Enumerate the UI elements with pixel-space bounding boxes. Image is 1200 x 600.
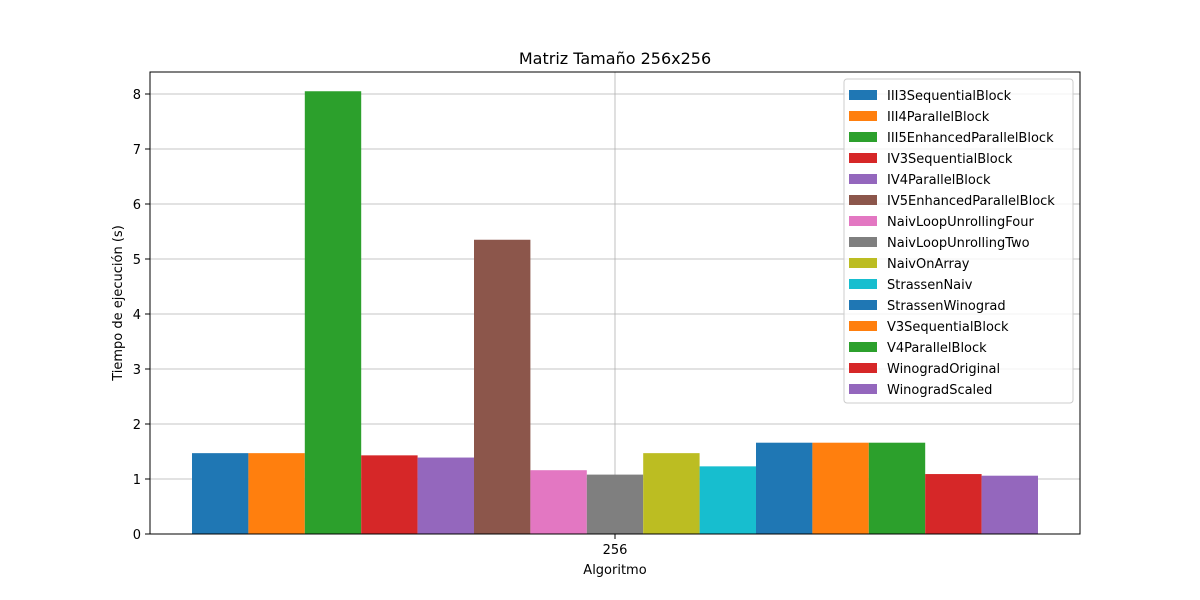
x-axis-label: Algoritmo bbox=[583, 563, 646, 578]
legend-label: V4ParallelBlock bbox=[887, 341, 987, 356]
legend-swatch bbox=[849, 237, 877, 247]
legend-label: IV4ParallelBlock bbox=[887, 173, 991, 188]
x-tick-label: 256 bbox=[603, 543, 628, 558]
y-tick-label: 2 bbox=[133, 418, 141, 433]
legend-label: III3SequentialBlock bbox=[887, 89, 1012, 104]
bar-iv5enhancedparallelblock bbox=[474, 239, 531, 534]
x-axis: 256 bbox=[603, 534, 628, 558]
y-axis: 0 1 2 3 4 5 6 7 8 bbox=[133, 88, 150, 543]
legend-label: StrassenNaiv bbox=[887, 278, 973, 293]
legend-swatch bbox=[849, 342, 877, 352]
y-tick-label: 8 bbox=[133, 88, 141, 103]
bar-winogradoriginal bbox=[925, 474, 982, 534]
legend-label: NaivLoopUnrollingTwo bbox=[887, 236, 1030, 251]
legend-swatch bbox=[849, 111, 877, 121]
y-tick-label: 5 bbox=[133, 253, 141, 268]
legend-label: V3SequentialBlock bbox=[887, 320, 1009, 335]
legend-swatch bbox=[849, 174, 877, 184]
legend-swatch bbox=[849, 321, 877, 331]
bar-naivonarray bbox=[643, 453, 700, 534]
y-tick-label: 3 bbox=[133, 363, 141, 378]
bar-iii3sequentialblock bbox=[192, 453, 249, 534]
legend-label: IV5EnhancedParallelBlock bbox=[887, 194, 1055, 209]
bar-iv3sequentialblock bbox=[361, 455, 418, 534]
legend-swatch bbox=[849, 90, 877, 100]
legend-swatch bbox=[849, 195, 877, 205]
legend-box bbox=[843, 78, 1074, 404]
bar-strassennaiv bbox=[699, 466, 756, 534]
legend-label: III4ParallelBlock bbox=[887, 110, 990, 125]
y-axis-label: Tiempo de ejecución (s) bbox=[111, 225, 126, 382]
legend-swatch bbox=[849, 132, 877, 142]
legend-swatch bbox=[849, 300, 877, 310]
legend-swatch bbox=[849, 279, 877, 289]
y-tick-label: 7 bbox=[133, 143, 141, 158]
y-tick-label: 6 bbox=[133, 198, 141, 213]
legend-label: StrassenWinograd bbox=[887, 299, 1006, 314]
bar-iv4parallelblock bbox=[417, 457, 474, 534]
bar-iii5enhancedparallelblock bbox=[304, 91, 362, 534]
bar-naivloopunrollingtwo bbox=[586, 474, 644, 534]
bar-winogradscaled bbox=[981, 475, 1038, 534]
legend-swatch bbox=[849, 153, 877, 163]
bar-strassenwinograd bbox=[756, 442, 813, 534]
legend-label: NaivLoopUnrollingFour bbox=[887, 215, 1034, 230]
legend-swatch bbox=[849, 384, 877, 394]
bar-iii4parallelblock bbox=[248, 453, 305, 534]
legend: III3SequentialBlock III4ParallelBlock III5… bbox=[843, 78, 1074, 404]
y-tick-label: 4 bbox=[133, 308, 141, 323]
bar-naivloopunrollingfour bbox=[530, 470, 587, 534]
y-tick-label: 1 bbox=[133, 473, 141, 488]
legend-swatch bbox=[849, 363, 877, 373]
legend-swatch bbox=[849, 216, 877, 226]
y-tick-label: 0 bbox=[133, 528, 141, 543]
legend-label: NaivOnArray bbox=[887, 257, 970, 272]
legend-label: III5EnhancedParallelBlock bbox=[887, 131, 1054, 146]
bar-v4parallelblock bbox=[868, 442, 926, 534]
bars bbox=[192, 91, 1038, 534]
legend-label: IV3SequentialBlock bbox=[887, 152, 1013, 167]
legend-label: WinogradScaled bbox=[887, 383, 992, 398]
legend-label: WinogradOriginal bbox=[887, 362, 1000, 377]
legend-swatch bbox=[849, 258, 877, 268]
bar-v3sequentialblock bbox=[812, 442, 869, 534]
chart-title: Matriz Tamaño 256x256 bbox=[519, 49, 711, 68]
